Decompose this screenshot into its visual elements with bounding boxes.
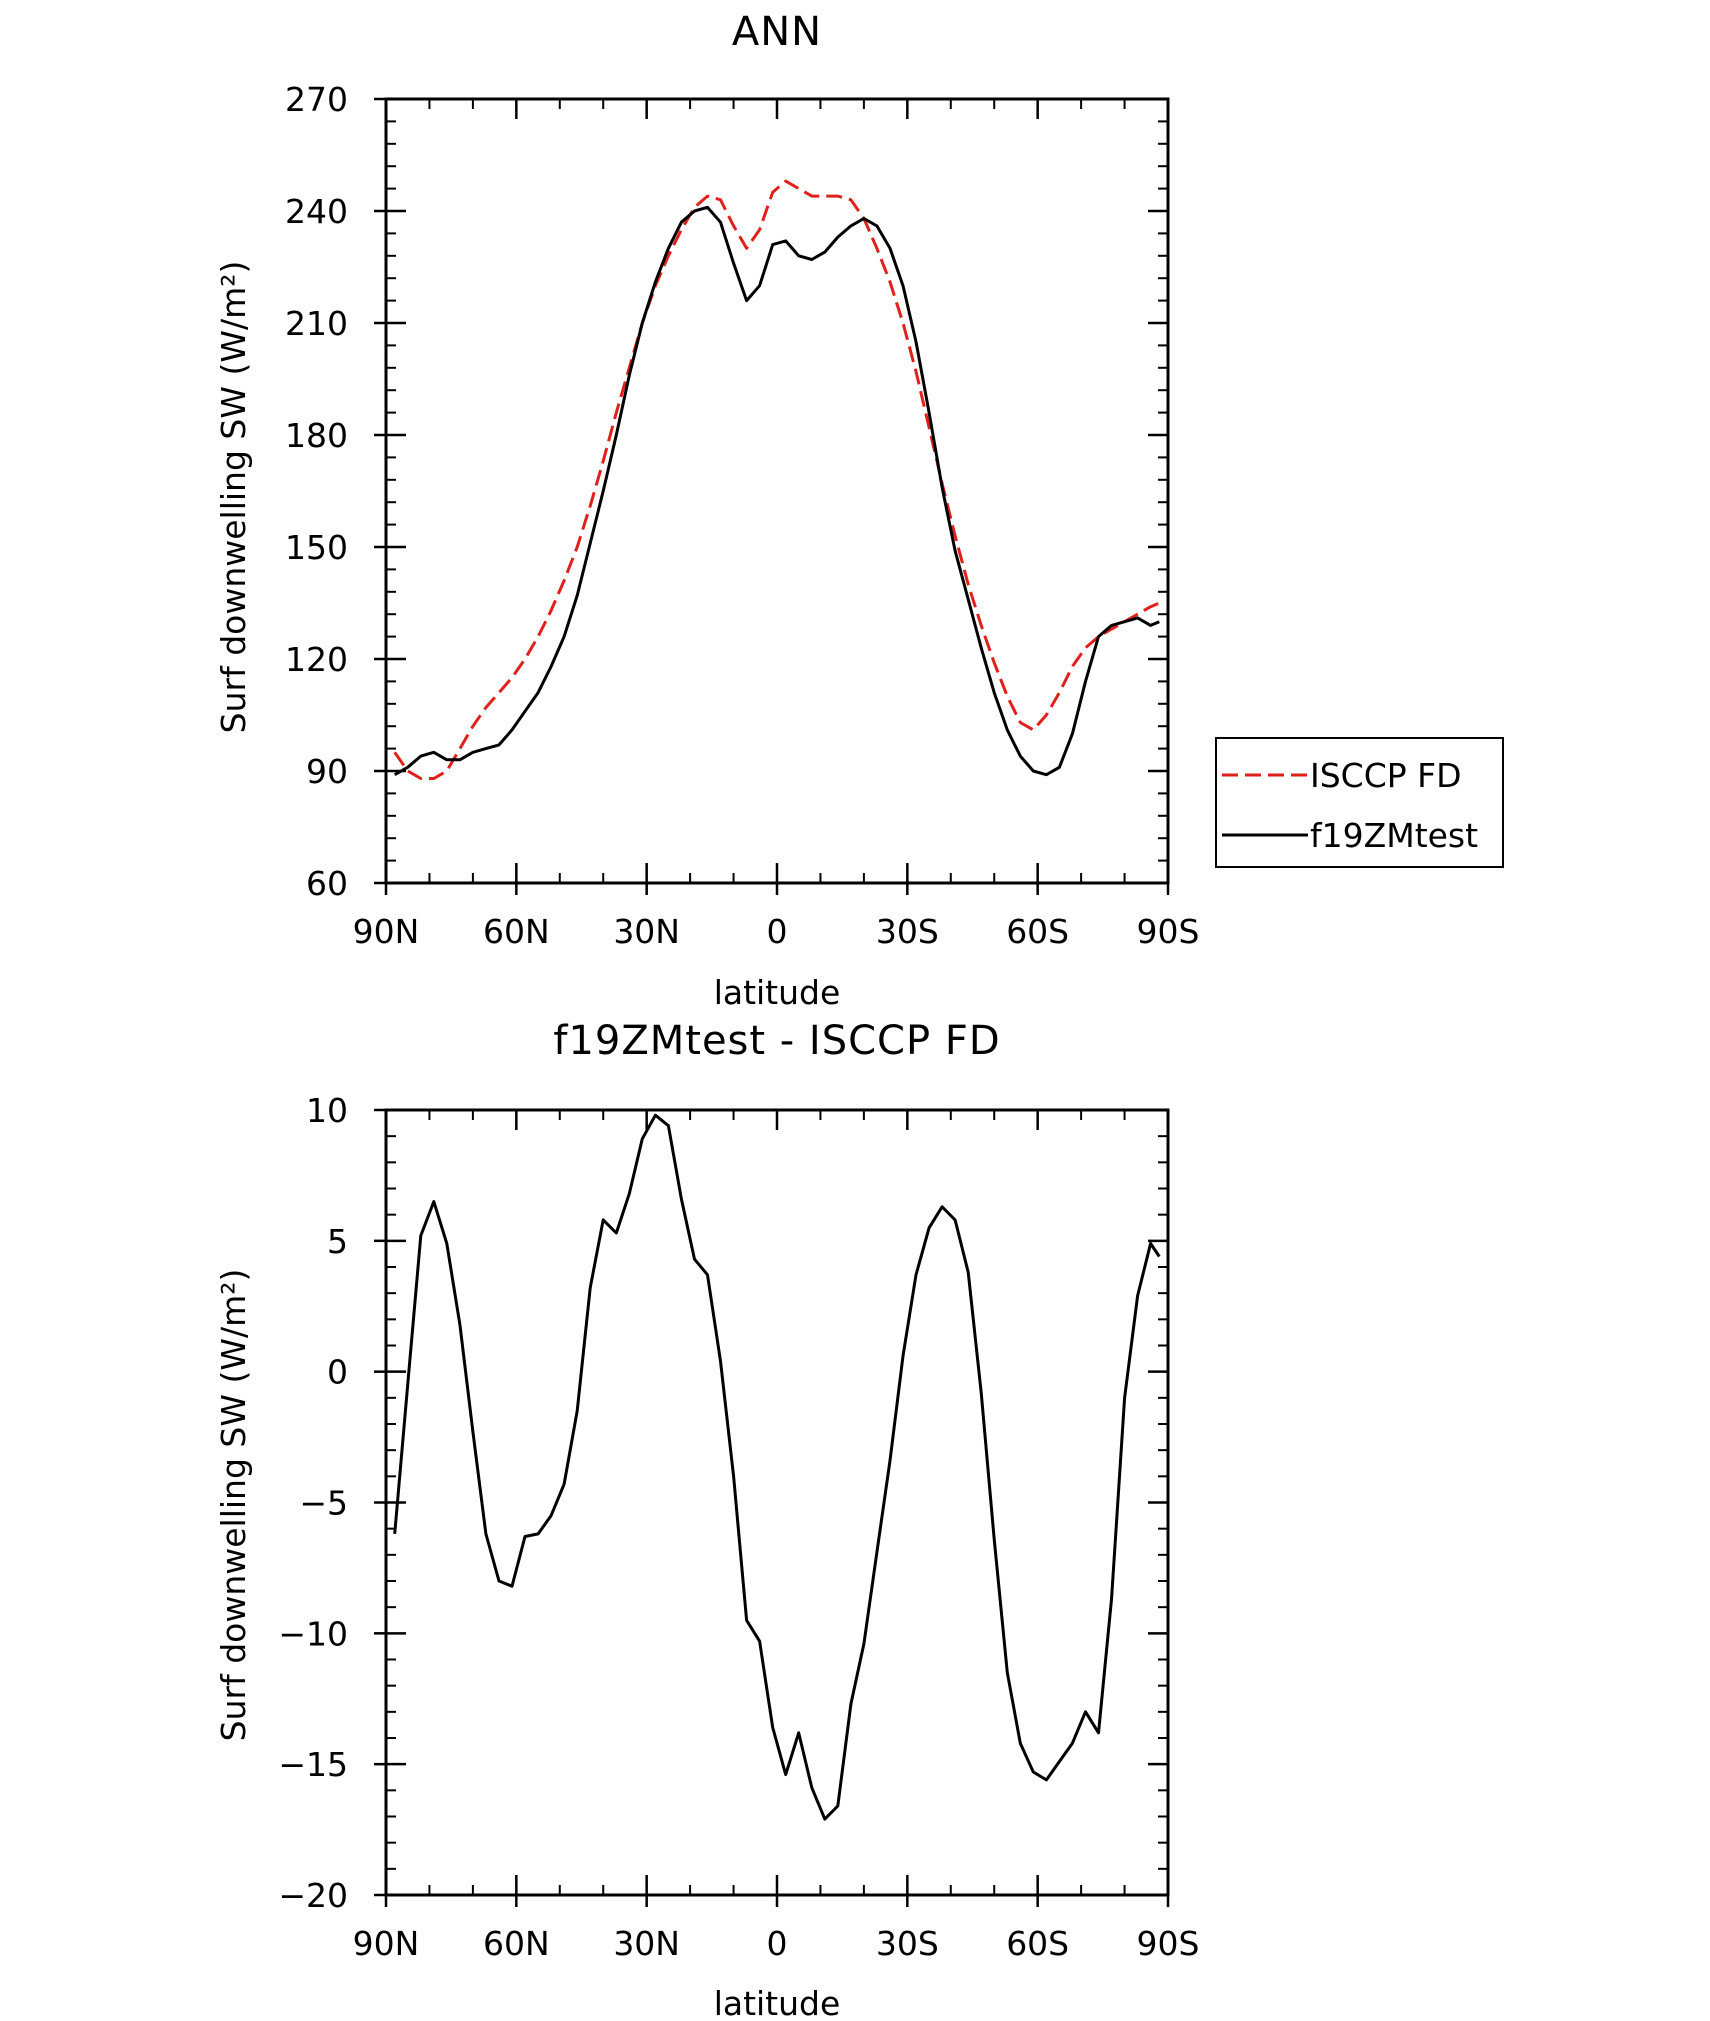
- legend-label-isccp-fd: ISCCP FD: [1310, 756, 1462, 795]
- bottom-xtick-label: 0: [767, 1924, 788, 1963]
- legend: ISCCP FD f19ZMtest: [1215, 737, 1504, 868]
- bottom-x-axis-label: latitude: [714, 1984, 841, 2021]
- top-xtick-label: 30N: [613, 912, 680, 951]
- bottom-y-axis-label-text: Surf downwelling SW (W/m²): [214, 1269, 253, 1742]
- bottom-series-line-difference: [393, 1113, 1161, 1821]
- top-plot-frame: [384, 97, 1170, 885]
- top-series-line-f19zmtest: [393, 205, 1160, 777]
- top-ytick-label: 270: [285, 80, 348, 119]
- top-x-axis-label: latitude: [714, 973, 841, 1012]
- bottom-xtick-label: 60S: [1006, 1924, 1069, 1963]
- top-ytick-label: 60: [306, 864, 348, 903]
- bottom-ytick-label: −20: [278, 1876, 348, 1915]
- bottom-ytick-label: 5: [327, 1222, 348, 1261]
- bottom-xtick-label: 90S: [1137, 1924, 1200, 1963]
- top-xtick-label: 0: [767, 912, 788, 951]
- top-ytick-label: 90: [306, 752, 348, 791]
- bottom-y-axis-label: Surf downwelling SW (W/m²): [214, 1269, 253, 1742]
- bottom-plot-frame: [384, 1108, 1170, 1897]
- bottom-xtick-label: 30N: [613, 1924, 680, 1963]
- bottom-ytick-label: −5: [299, 1484, 348, 1523]
- top-y-axis-label-text: Surf downwelling SW (W/m²): [214, 261, 253, 734]
- top-xtick-label: 30S: [876, 912, 939, 951]
- top-chart-title: ANN: [732, 9, 822, 55]
- legend-label-f19zmtest: f19ZMtest: [1310, 816, 1478, 855]
- bottom-chart-title: f19ZMtest - ISCCP FD: [553, 1018, 1000, 1064]
- bottom-xtick-label: 30S: [876, 1924, 939, 1963]
- top-y-axis-label: Surf downwelling SW (W/m²): [214, 261, 253, 734]
- top-ytick-label: 150: [285, 528, 348, 567]
- top-series-line-isccp-fd: [393, 179, 1160, 780]
- bottom-xtick-label: 90N: [353, 1924, 420, 1963]
- top-ytick-label: 210: [285, 304, 348, 343]
- top-xtick-label: 90N: [353, 912, 420, 951]
- top-xtick-label: 60N: [483, 912, 550, 951]
- bottom-xtick-label: 60N: [483, 1924, 550, 1963]
- top-ytick-label: 180: [285, 416, 348, 455]
- top-xtick-label: 60S: [1006, 912, 1069, 951]
- top-ytick-label: 240: [285, 192, 348, 231]
- bottom-ytick-label: −10: [278, 1614, 348, 1653]
- top-xtick-label: 90S: [1137, 912, 1200, 951]
- bottom-ytick-label: −15: [278, 1745, 348, 1784]
- bottom-ytick-label: 0: [327, 1353, 348, 1392]
- legend-box: [1215, 737, 1504, 868]
- bottom-ytick-label: 10: [306, 1091, 348, 1130]
- top-ytick-label: 120: [285, 640, 348, 679]
